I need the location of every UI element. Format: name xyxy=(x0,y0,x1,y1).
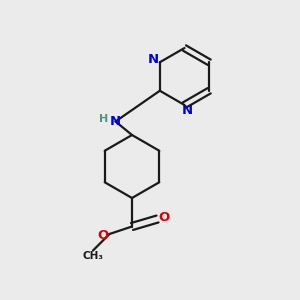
Text: O: O xyxy=(97,229,109,242)
Text: O: O xyxy=(158,211,170,224)
Text: H: H xyxy=(100,114,109,124)
Text: CH₃: CH₃ xyxy=(82,251,103,261)
Text: N: N xyxy=(182,104,193,117)
Text: N: N xyxy=(110,115,121,128)
Text: N: N xyxy=(147,53,158,66)
